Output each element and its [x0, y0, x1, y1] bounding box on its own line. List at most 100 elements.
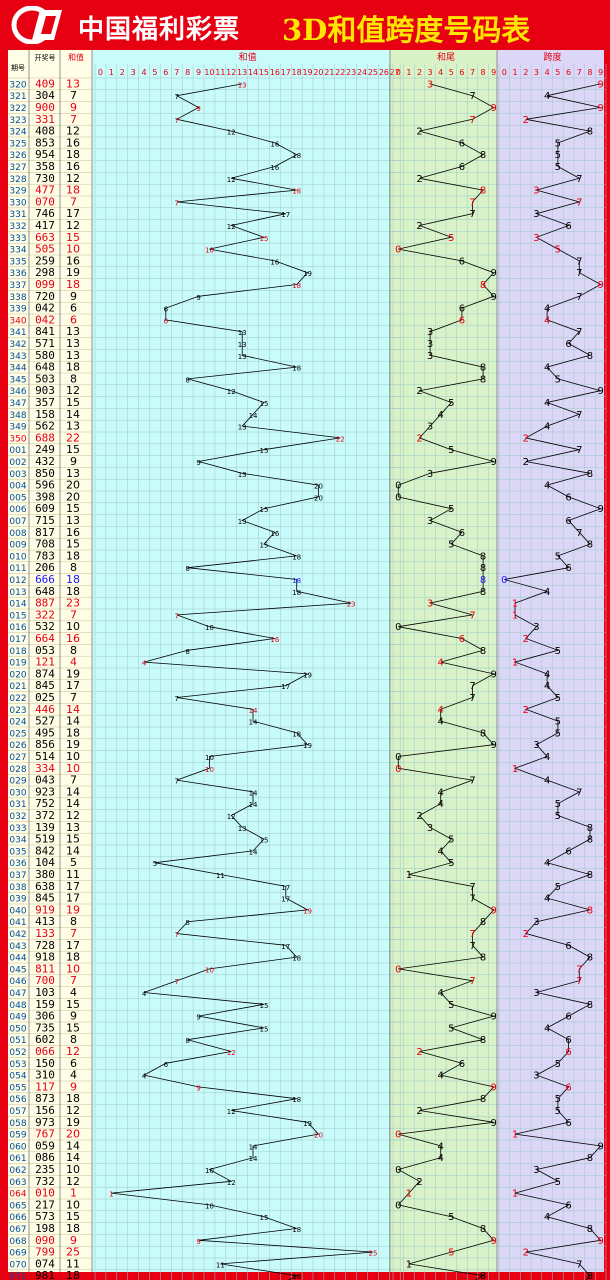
period-label: 010 — [9, 552, 26, 562]
span-point-label: 6 — [565, 1118, 571, 1129]
sum-value-label: 10 — [66, 620, 80, 633]
sum-value-label: 6 — [70, 302, 77, 315]
sum-grid-tick-label: 25 — [368, 68, 378, 77]
draw-number-label: 850 — [35, 467, 55, 480]
draw-number-label: 432 — [35, 455, 55, 468]
tail-point-label: 7 — [469, 929, 475, 940]
tail-point-label: 4 — [438, 705, 444, 716]
period-label: 004 — [9, 482, 26, 492]
tail-point-label: 9 — [491, 1012, 497, 1023]
draw-number-label: 042 — [35, 313, 55, 326]
sum-point-label: 15 — [259, 542, 268, 550]
tail-grid-tick-label: 3 — [428, 68, 433, 77]
span-point-label: 8 — [587, 905, 593, 916]
draw-number-label: 532 — [35, 620, 55, 633]
sum-point-label: 8 — [185, 376, 189, 384]
draw-number-label: 735 — [35, 1021, 55, 1034]
period-label: 348 — [9, 411, 26, 421]
sum-value-label: 10 — [66, 243, 80, 256]
sum-point-label: 16 — [270, 636, 279, 644]
tail-point-label: 4 — [438, 1153, 444, 1164]
span-point-label: 5 — [555, 799, 561, 810]
sum-point-label: 9 — [196, 1084, 200, 1092]
span-grid-tick-label: 4 — [545, 68, 550, 77]
draw-number-label: 873 — [35, 1092, 55, 1105]
period-label: 046 — [9, 977, 26, 987]
sum-point-label: 7 — [175, 93, 179, 101]
tail-point-label: 0 — [395, 752, 401, 763]
sum-value-label: 12 — [66, 1175, 80, 1188]
sum-point-label: 16 — [270, 258, 279, 266]
sum-value-label: 1 — [70, 1187, 77, 1200]
tail-point-label: 3 — [427, 339, 433, 350]
tail-grid-tick-label: 1 — [406, 68, 411, 77]
draw-number-label: 562 — [35, 420, 55, 433]
tail-point-label: 8 — [480, 280, 486, 291]
tail-series-line — [397, 83, 496, 1280]
draw-number-label: 158 — [35, 408, 55, 421]
sum-grid-tick-label: 19 — [302, 68, 312, 77]
span-point-label: 4 — [544, 894, 550, 905]
sum-value-label: 7 — [70, 195, 77, 208]
period-label: 349 — [9, 423, 26, 433]
span-section-header: 跨度 — [543, 51, 561, 63]
sum-point-label: 20 — [314, 483, 323, 491]
period-label: 023 — [9, 706, 26, 716]
span-grid-tick-label: 3 — [534, 68, 539, 77]
sum-value-label: 15 — [66, 443, 80, 456]
period-label: 064 — [9, 1190, 26, 1200]
sum-point-label: 15 — [259, 1214, 268, 1222]
period-label: 065 — [9, 1201, 26, 1211]
sum-value-label: 15 — [66, 1210, 80, 1223]
tail-point-label: 4 — [438, 717, 444, 728]
period-label: 340 — [9, 316, 26, 326]
sum-point-label: 13 — [238, 825, 247, 833]
period-label: 071 — [9, 1272, 26, 1280]
span-point-label: 6 — [565, 339, 571, 350]
period-label: 345 — [9, 375, 26, 385]
draw-number-label: 066 — [35, 1045, 55, 1058]
tail-point-label: 4 — [438, 988, 444, 999]
draw-number-label: 259 — [35, 254, 55, 267]
draw-number-label: 331 — [35, 113, 55, 126]
sum-value-label: 9 — [70, 290, 77, 303]
sum-value-label: 15 — [66, 833, 80, 846]
tail-point-label: 5 — [448, 1212, 454, 1223]
sum-point-label: 7 — [175, 695, 179, 703]
period-label: 330 — [9, 198, 26, 208]
tail-point-label: 0 — [395, 1130, 401, 1141]
sum-value-label: 15 — [66, 231, 80, 244]
draw-number-label: 380 — [35, 868, 55, 881]
sum-point-label: 17 — [281, 943, 290, 951]
tail-point-label: 9 — [491, 103, 497, 114]
draw-number-label: 981 — [35, 1269, 55, 1280]
tail-point-label: 7 — [469, 681, 475, 692]
tail-grid-tick-label: 2 — [417, 68, 422, 77]
tail-point-label: 0 — [395, 622, 401, 633]
sum-point-label: 16 — [270, 164, 279, 172]
span-point-label: 8 — [587, 835, 593, 846]
sum-value-label: 12 — [66, 384, 80, 397]
tail-point-label: 0 — [395, 1200, 401, 1211]
sum-value-label: 15 — [66, 998, 80, 1011]
period-label: 034 — [9, 836, 26, 846]
sum-point-label: 18 — [292, 955, 301, 963]
draw-number-label: 074 — [35, 1257, 55, 1270]
sum-value-label: 13 — [66, 77, 80, 90]
period-label: 334 — [9, 246, 26, 256]
sum-grid-tick-label: 6 — [163, 68, 168, 77]
tail-point-label: 8 — [480, 953, 486, 964]
draw-number-label: 730 — [35, 172, 55, 185]
sum-value-label: 17 — [66, 892, 80, 905]
period-label: 327 — [9, 163, 26, 173]
sum-value-label: 4 — [70, 656, 77, 669]
tail-point-label: 6 — [459, 1059, 465, 1070]
sum-point-label: 5 — [153, 860, 157, 868]
page-header: 中国福利彩票 3D和值跨度号码表 — [0, 0, 610, 50]
sum-value-label: 10 — [66, 1198, 80, 1211]
sum-point-label: 18 — [292, 577, 301, 585]
span-point-label: 2 — [523, 634, 529, 645]
draw-number-label: 235 — [35, 1163, 55, 1176]
draw-number-label: 298 — [35, 266, 55, 279]
span-point-label: 6 — [565, 221, 571, 232]
